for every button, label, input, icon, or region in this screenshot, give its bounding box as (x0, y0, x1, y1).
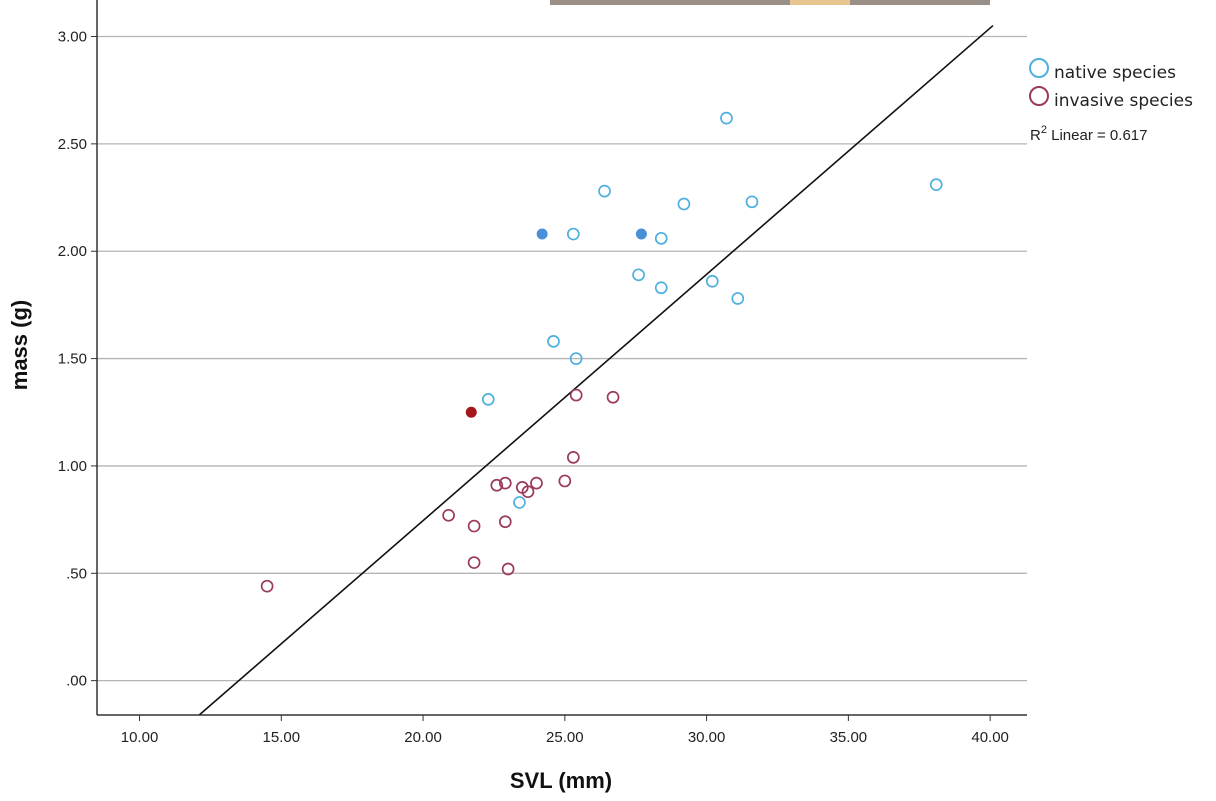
data-point (260, 579, 274, 593)
y-tick-labels: .00 .50 1.00 1.50 2.00 2.50 3.00 (58, 29, 97, 690)
r2-superscript: 2 (1041, 124, 1047, 136)
photo-strip (550, 0, 990, 5)
data-point (654, 281, 668, 295)
x-tick-label: 40.00 (971, 729, 1009, 746)
data-point (467, 556, 481, 569)
legend-marker-invasive (1029, 86, 1049, 106)
y-tick-label: 2.50 (58, 136, 87, 153)
data-point (745, 195, 759, 209)
data-point (569, 388, 583, 402)
r-squared-annotation: R2 Linear = 0.617 (1030, 124, 1147, 144)
x-axis-title: SVL (mm) (510, 768, 612, 793)
data-point (536, 228, 548, 240)
data-point (501, 562, 515, 576)
data-point (720, 111, 733, 125)
data-point (481, 393, 495, 406)
r2-prefix: R (1030, 127, 1041, 144)
data-point (566, 227, 580, 241)
y-tick-label: 1.50 (58, 351, 87, 368)
x-tick-label: 25.00 (546, 729, 584, 746)
data-point (654, 231, 668, 245)
x-tick-label: 15.00 (263, 729, 301, 746)
y-tick-label: 1.00 (58, 458, 87, 475)
x-tick-label: 10.00 (121, 729, 159, 746)
legend-label-native: native species (1054, 63, 1176, 83)
data-point (521, 485, 535, 499)
y-tick-label: 2.00 (58, 243, 87, 260)
x-tick-label: 30.00 (688, 729, 726, 746)
data-point (558, 474, 572, 488)
data-point (677, 197, 691, 211)
data-point (547, 335, 560, 348)
data-point (442, 508, 455, 522)
y-tick-label: .00 (66, 673, 87, 690)
data-point (566, 450, 580, 464)
data-point (929, 178, 943, 192)
data-point (467, 519, 481, 533)
data-point (465, 406, 477, 418)
data-points (260, 111, 943, 593)
grid-lines (97, 35, 1027, 682)
legend-label-invasive: invasive species (1054, 91, 1193, 111)
data-point (498, 515, 512, 529)
x-tick-label: 20.00 (404, 729, 442, 746)
data-point (498, 476, 512, 490)
r2-suffix: Linear = 0.617 (1047, 127, 1148, 144)
data-point (705, 274, 719, 288)
y-tick-label: 3.00 (58, 29, 87, 46)
x-tick-labels: 10.00 15.00 20.00 25.00 30.00 35.00 40.00 (121, 715, 1009, 746)
data-point (598, 184, 611, 198)
data-point (569, 352, 583, 365)
x-tick-label: 35.00 (830, 729, 868, 746)
y-tick-label: .50 (66, 565, 87, 582)
data-point (490, 478, 504, 492)
y-axis-title: mass (g) (7, 300, 32, 390)
data-point (606, 390, 620, 404)
data-point (530, 476, 543, 490)
legend-marker-native (1029, 58, 1049, 78)
data-point (731, 292, 745, 305)
regression-line (198, 24, 994, 716)
data-point (513, 496, 526, 509)
fit-line-layer (198, 24, 994, 716)
data-point (635, 228, 647, 240)
data-point (632, 268, 645, 282)
legend: native species invasive species (1029, 58, 1193, 111)
